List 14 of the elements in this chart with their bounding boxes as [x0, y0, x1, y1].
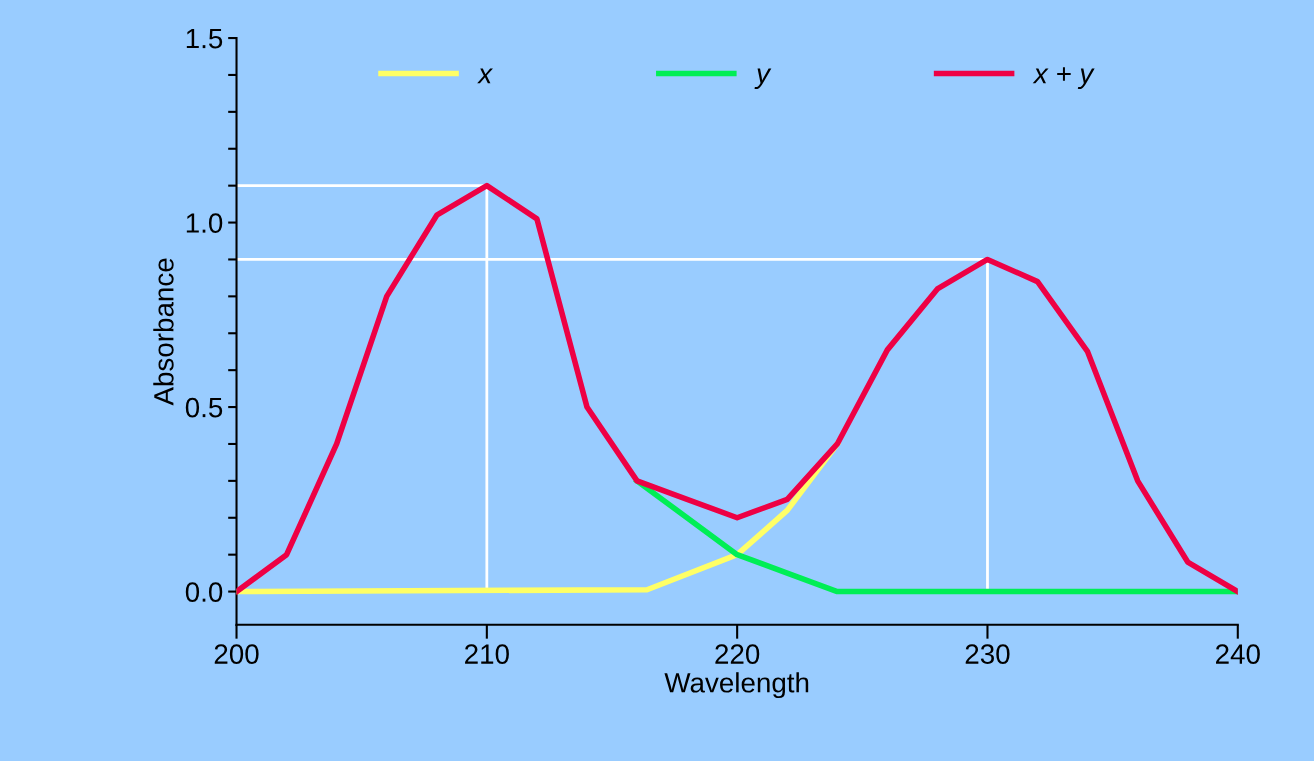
x-tick-label: 230	[965, 644, 1010, 664]
y-tick-label: 0.0	[185, 582, 223, 602]
legend-label: x + y	[1032, 67, 1095, 89]
x-tick-label: 210	[465, 644, 509, 664]
x-tick-label: 240	[1216, 644, 1260, 664]
y-tick-label: 1.0	[186, 213, 223, 233]
x-tick-label: 220	[715, 644, 760, 664]
legend-label: y	[754, 68, 772, 89]
legend-label: x	[477, 68, 493, 84]
y-tick-label: 1.5	[186, 29, 223, 49]
y-axis-title: Absorbance	[153, 258, 174, 406]
y-tick-label: 0.5	[185, 397, 223, 418]
x-tick-label: 200	[214, 644, 259, 664]
x-axis-title: Wavelength	[664, 672, 809, 699]
